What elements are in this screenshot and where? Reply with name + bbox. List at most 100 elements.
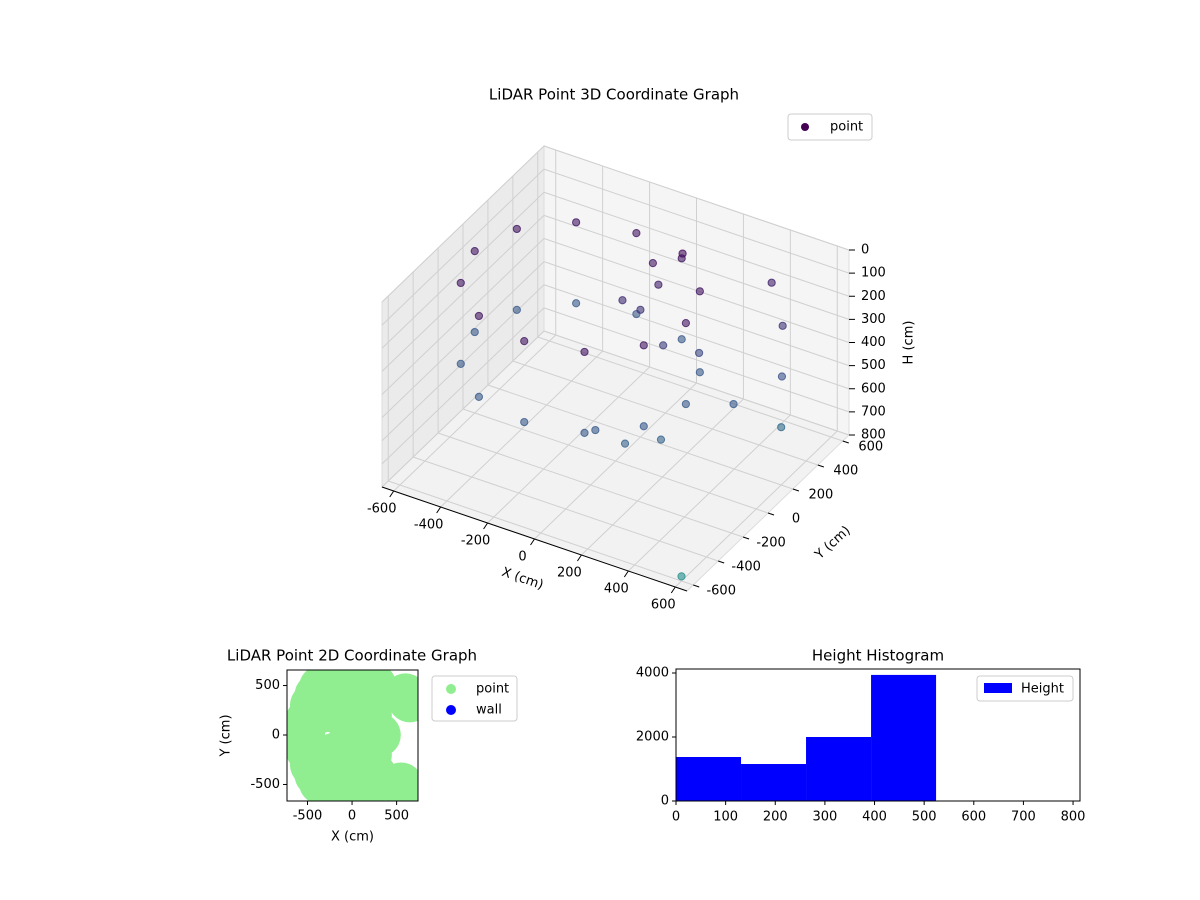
point [520, 337, 529, 346]
tick-mark [842, 440, 849, 444]
x-tick-label: 0 [672, 810, 680, 825]
grid-line [543, 214, 850, 320]
point [580, 347, 589, 357]
point [470, 247, 479, 256]
point [572, 299, 581, 308]
point [677, 572, 686, 581]
x-tick-label: 400 [604, 582, 629, 597]
point [695, 368, 704, 377]
point [620, 439, 630, 448]
tick-mark [693, 584, 700, 588]
y-tick-label: -200 [756, 536, 786, 551]
tick-mark [577, 554, 582, 562]
grid-line [381, 168, 545, 326]
y-tick-label: 0 [792, 512, 800, 527]
grid-line [462, 408, 769, 514]
point [474, 392, 484, 401]
grid-line [537, 336, 843, 442]
legend-label: point [476, 682, 509, 697]
bar [806, 737, 872, 801]
tick-mark [389, 490, 395, 498]
tick-mark [623, 570, 629, 578]
point [659, 341, 668, 350]
x-tick-label: 800 [1061, 810, 1086, 825]
y-tick-label: 2000 [636, 730, 669, 745]
y-tick-label: 0 [661, 794, 669, 809]
legend-marker [984, 683, 1012, 693]
legend-box [976, 675, 1074, 702]
point [729, 399, 738, 409]
plot-area [287, 670, 418, 801]
x-tick-label: 100 [713, 810, 738, 825]
y-tick-label: 0 [272, 728, 280, 743]
axes-frame [675, 668, 1081, 802]
grid-line [381, 307, 545, 465]
y-tick-label: -400 [731, 560, 761, 575]
point [656, 435, 666, 444]
x-tick-label: -500 [293, 809, 323, 824]
z-tick-label: 200 [861, 289, 886, 304]
tick-mark [717, 560, 725, 564]
x-axis-label: X (cm) [500, 565, 546, 593]
legend-box [787, 113, 873, 141]
point [639, 422, 648, 431]
grid-line [437, 432, 744, 538]
point [456, 359, 465, 368]
point [778, 321, 787, 330]
grid-line [381, 238, 545, 395]
x-tick-label: -400 [414, 518, 444, 533]
legend-marker [446, 705, 456, 715]
point [512, 305, 521, 314]
x-tick-label: 600 [651, 598, 676, 613]
grid-line [543, 191, 850, 297]
legend-marker [446, 684, 456, 694]
grid-line [543, 261, 850, 367]
point [777, 372, 787, 381]
grid-line [487, 384, 794, 490]
point [591, 425, 600, 435]
tick-mark [742, 536, 750, 540]
point [695, 287, 704, 296]
point [777, 423, 786, 432]
point [678, 249, 687, 258]
legend-label: wall [476, 703, 502, 718]
x-tick-label: 0 [348, 809, 356, 824]
point [767, 278, 776, 287]
point [456, 278, 465, 288]
tick-mark [792, 488, 800, 492]
legend-label: point [830, 120, 863, 135]
point [636, 305, 645, 314]
z-tick-label: 300 [861, 312, 886, 327]
point [474, 311, 484, 321]
point [639, 341, 648, 350]
x-axis-label: X (cm) [331, 830, 374, 845]
x-tick-label: 200 [557, 566, 582, 581]
tick-mark [670, 586, 676, 594]
x-tick-label: -200 [461, 534, 491, 549]
bar [871, 674, 937, 801]
x-tick-label: 300 [812, 810, 837, 825]
z-tick-label: 400 [861, 335, 886, 350]
z-tick-label: 100 [861, 266, 886, 281]
x-tick-label: 500 [384, 809, 409, 824]
legend-label: Height [1021, 682, 1064, 697]
grid-line [543, 168, 850, 274]
grid-line [381, 191, 545, 349]
y-axis-label: Y (cm) [219, 714, 234, 757]
y-tick-label: 500 [255, 678, 280, 693]
grid-line [381, 145, 545, 303]
x-tick-label: 200 [763, 810, 788, 825]
x-axis-line [381, 486, 688, 592]
grid-line [381, 261, 545, 418]
point [387, 772, 418, 801]
point [580, 428, 589, 437]
grid-line [543, 330, 850, 436]
grid-line [543, 145, 850, 251]
grid-line [381, 330, 545, 488]
point [618, 296, 627, 305]
y-tick-label: 200 [809, 488, 834, 503]
y-tick-label: -600 [706, 584, 736, 599]
grid-line [543, 307, 850, 413]
tick-mark [436, 506, 442, 514]
